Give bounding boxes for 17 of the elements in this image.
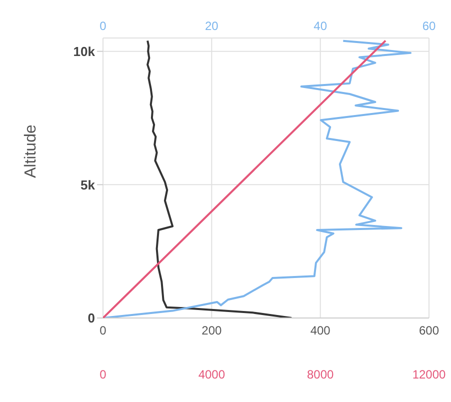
x2-tick-label: 60 <box>422 19 436 33</box>
y-tick-label: 0 <box>88 310 95 326</box>
x-tick-label: 0 <box>100 368 107 382</box>
x-tick-label: 200 <box>202 324 222 338</box>
x-tick-label: 12000 <box>412 368 446 382</box>
x-tick-label: 8000 <box>306 368 334 382</box>
x-tick-label: 600 <box>418 324 440 338</box>
y-tick-label: 10k <box>73 44 96 59</box>
line-series <box>146 40 293 318</box>
x-tick-label: 400 <box>310 324 331 338</box>
y-tick-label: 5k <box>80 177 96 192</box>
x-tick-label: 4000 <box>198 368 226 382</box>
y-axis-title: Altitude <box>22 124 40 178</box>
x-tick-label: 0 <box>100 324 107 338</box>
x2-tick-label: 40 <box>314 19 328 33</box>
x2-tick-label: 0 <box>100 19 107 33</box>
x2-tick-label: 20 <box>204 19 219 33</box>
